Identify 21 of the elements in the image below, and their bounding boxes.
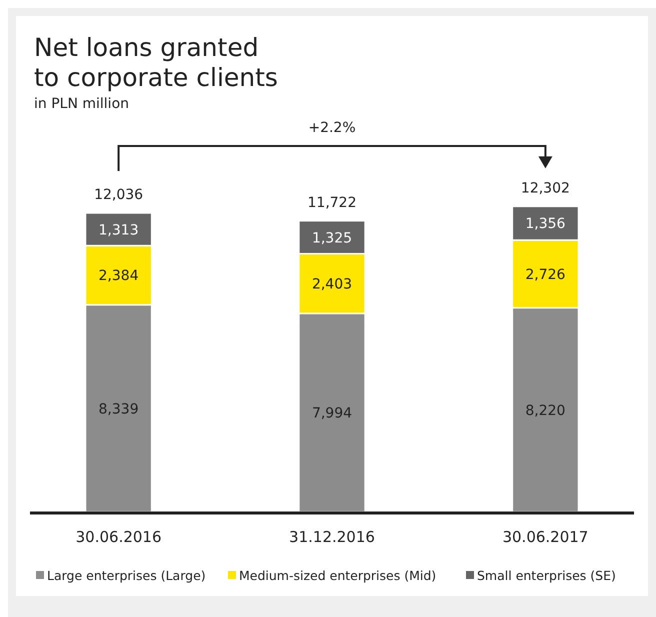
data-label: 7,994	[312, 406, 352, 422]
data-label: 2,726	[525, 266, 566, 283]
legend-label: Small enterprises (SE)	[477, 568, 616, 583]
data-label: 8,220	[525, 402, 566, 419]
chart-title: Net loans granted to corporate clients	[34, 33, 278, 92]
data-label: 1,325	[312, 230, 352, 246]
x-tick-label: 30.06.2017	[502, 528, 588, 546]
legend-label: Large enterprises (Large)	[47, 568, 206, 583]
x-tick-label: 30.06.2016	[76, 528, 162, 546]
data-label: 2,403	[312, 276, 352, 293]
chart-subtitle: in PLN million	[34, 96, 130, 112]
text: +2.2%	[308, 120, 356, 136]
total-label: 11,722	[308, 194, 356, 211]
total-label: 12,302	[520, 180, 570, 196]
data-label: 1,313	[98, 222, 139, 238]
data-label: 8,339	[98, 401, 139, 418]
total-label: 12,036	[94, 187, 144, 203]
x-tick-label: 31.12.2016	[289, 528, 375, 546]
legend-label: Medium-sized enterprises (Mid)	[239, 568, 436, 583]
data-label: 2,384	[98, 268, 139, 284]
data-label: 1,356	[525, 216, 566, 232]
